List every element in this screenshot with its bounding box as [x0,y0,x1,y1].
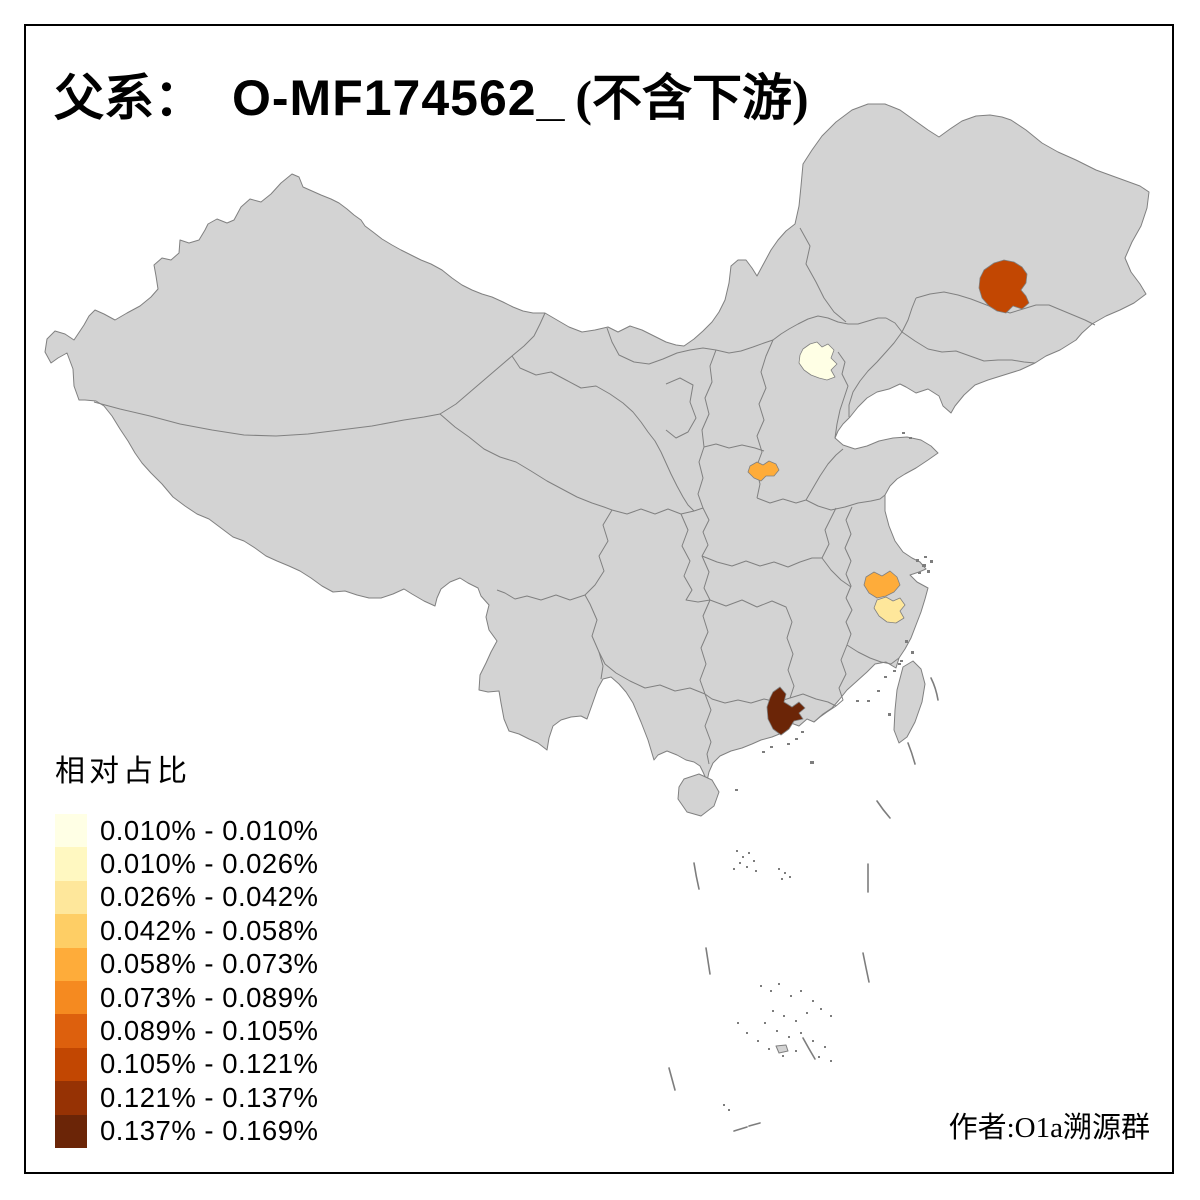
legend-label: 0.137% - 0.169% [100,1115,319,1147]
author-attribution: 作者:O1a溯源群 [948,1112,1150,1144]
region-beijing-prefecture [798,341,838,381]
region-northeast-prefecture [978,259,1030,314]
province-borders [93,227,1096,765]
legend-label: 0.026% - 0.042% [100,881,319,913]
legend-item: 0.058% - 0.073% [55,947,319,981]
legend-label: 0.010% - 0.026% [100,848,319,880]
title-suffix: (不含下游) [575,70,809,126]
coastal-islets [735,432,933,791]
region-east-coastal-prefecture [873,596,906,624]
title-haplogroup: O-MF174562_ [232,70,566,126]
legend-item: 0.089% - 0.105% [55,1014,319,1048]
legend-title: 相对占比 [55,755,191,788]
legend-swatch [55,847,87,881]
title-prefix: 父系： [54,70,204,126]
taiwan-island [893,660,926,744]
legend-item: 0.042% - 0.058% [55,914,319,948]
legend-item: 0.026% - 0.042% [55,880,319,915]
legend-swatch [55,1014,87,1048]
legend-item: 0.105% - 0.121% [55,1047,319,1082]
legend-item: 0.010% - 0.010% [55,814,319,848]
highlighted-regions [747,259,1030,736]
figure-border-frame [24,24,1174,1174]
legend-swatch [55,814,87,848]
legend-label: 0.042% - 0.058% [100,914,319,946]
south-sea-island [775,1044,789,1054]
legend-item: 0.121% - 0.137% [55,1081,319,1115]
region-east-inland-prefecture [863,570,901,599]
legend-swatch [55,914,87,948]
legend-label: 0.010% - 0.010% [100,814,319,846]
nine-dash-line [668,677,939,1132]
legend-swatch [55,1114,87,1148]
legend-item: 0.073% - 0.089% [55,980,319,1015]
legend-item: 0.137% - 0.169% [55,1114,319,1148]
region-north-central-prefecture [747,460,780,482]
legend-label: 0.073% - 0.089% [100,981,319,1013]
legend-swatch [55,980,87,1015]
legend-swatch [55,947,87,981]
hainan-island [677,773,720,817]
page-title: 父系： O-MF174562_ (不含下游) [54,58,809,130]
mainland-china-shape [44,103,1150,782]
legend-label: 0.105% - 0.121% [100,1048,319,1080]
map-legend: 相对占比 0.010% - 0.010% 0.010% - 0.026% 0.0… [55,746,318,1148]
south-sea-islets [723,850,832,1111]
legend-item: 0.010% - 0.026% [55,847,319,881]
legend-label: 0.121% - 0.137% [100,1081,319,1113]
legend-label: 0.058% - 0.073% [100,948,319,980]
legend-swatch [55,880,87,915]
region-south-prefecture [766,686,806,736]
legend-label: 0.089% - 0.105% [100,1015,319,1047]
legend-swatch [55,1081,87,1115]
legend-swatch [55,1047,87,1082]
